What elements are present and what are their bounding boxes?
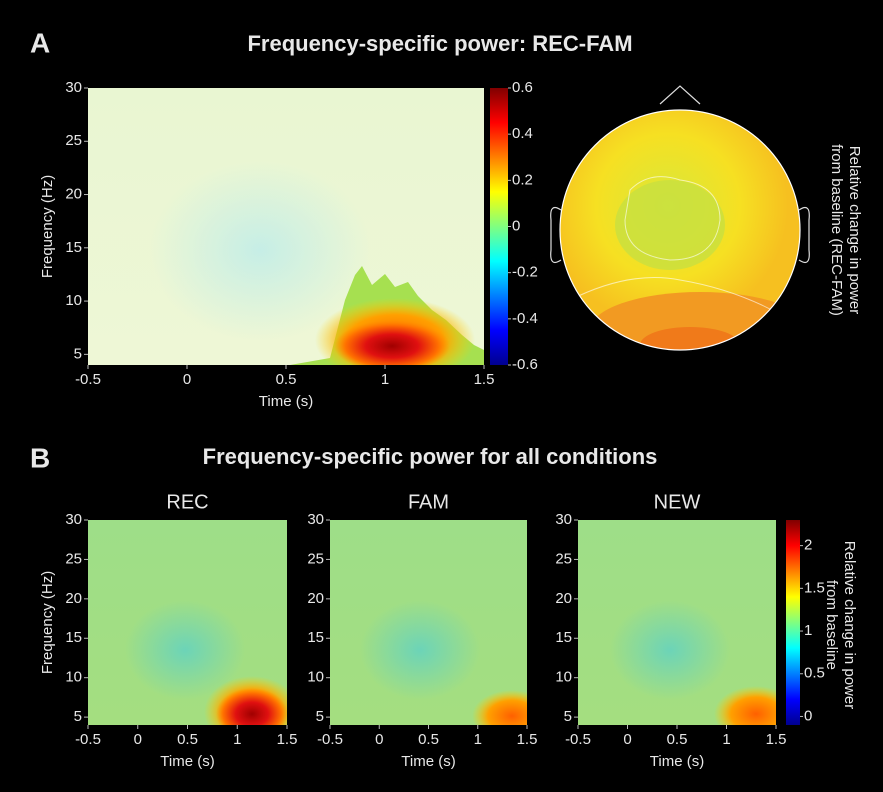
x-tick-label: 1 [381, 371, 389, 388]
y-tick-label: 10 [555, 669, 572, 686]
x-tick-label: 1.5 [517, 731, 538, 748]
colorbar-tick-label: 0.5 [804, 665, 825, 682]
y-tick-label: 10 [65, 292, 82, 309]
colorbar-tick-label: 0.2 [512, 171, 533, 188]
y-tick-label: 25 [65, 550, 82, 567]
colorbar-tick-label: -0.6 [512, 356, 538, 373]
y-tick-label: 20 [307, 590, 324, 607]
panel-title: Frequency-specific power for all conditi… [203, 444, 658, 469]
colorbar-tick-label: 1.5 [804, 579, 825, 596]
y-tick-label: 15 [555, 629, 572, 646]
x-tick-label: 1.5 [766, 731, 787, 748]
colorbar-label: Relative change in power [841, 541, 858, 709]
colorbar-tick-label: -0.4 [512, 310, 538, 327]
colorbar-label: from baseline [823, 580, 840, 670]
y-tick-label: 5 [74, 708, 82, 725]
y-tick-label: 20 [65, 590, 82, 607]
x-tick-label: 0.5 [667, 731, 688, 748]
x-tick-label: -0.5 [75, 371, 101, 388]
y-tick-label: 20 [555, 590, 572, 607]
x-tick-label: 1 [474, 731, 482, 748]
x-tick-label: 1 [233, 731, 241, 748]
colorbar-tick-label: 0.6 [512, 79, 533, 96]
y-tick-label: 20 [65, 186, 82, 203]
heatmap-image [88, 520, 287, 725]
subplot-title: FAM [408, 491, 449, 513]
y-tick-label: 15 [307, 629, 324, 646]
x-tick-label: -0.5 [317, 731, 343, 748]
y-tick-label: 30 [555, 511, 572, 528]
x-tick-label: 0 [375, 731, 383, 748]
y-tick-label: 25 [65, 132, 82, 149]
y-tick-label: 30 [65, 79, 82, 96]
x-tick-label: 0.5 [418, 731, 439, 748]
x-tick-label: 1.5 [277, 731, 298, 748]
x-axis-label: Time (s) [401, 753, 455, 770]
y-tick-label: 15 [65, 239, 82, 256]
x-tick-label: 1.5 [474, 371, 495, 388]
colorbar-tick-label: 1 [804, 622, 812, 639]
y-tick-label: 10 [307, 669, 324, 686]
heatmap-image [88, 88, 484, 365]
y-tick-label: 5 [564, 708, 572, 725]
x-tick-label: 0 [183, 371, 191, 388]
y-axis-label: Frequency (Hz) [39, 571, 56, 674]
panel-letter: A [30, 27, 50, 58]
colorbar [786, 520, 800, 725]
colorbar-label: from baseline (REC-FAM) [828, 144, 845, 316]
x-tick-label: -0.5 [565, 731, 591, 748]
y-tick-label: 25 [555, 550, 572, 567]
x-tick-label: 0.5 [177, 731, 198, 748]
x-tick-label: -0.5 [75, 731, 101, 748]
y-tick-label: 30 [65, 511, 82, 528]
y-tick-label: 10 [65, 669, 82, 686]
x-tick-label: 1 [722, 731, 730, 748]
panel-title: Frequency-specific power: REC-FAM [247, 31, 632, 56]
x-tick-label: 0 [134, 731, 142, 748]
y-tick-label: 25 [307, 550, 324, 567]
x-axis-label: Time (s) [160, 753, 214, 770]
y-axis-label: Frequency (Hz) [39, 175, 56, 278]
colorbar-tick-label: 2 [804, 537, 812, 554]
y-tick-label: 5 [316, 708, 324, 725]
colorbar-label: Relative change in power [846, 146, 863, 314]
heatmap-image [578, 520, 776, 725]
colorbar-tick-label: -0.2 [512, 264, 538, 281]
colorbar-tick-label: 0 [512, 217, 520, 234]
colorbar-tick-label: 0.4 [512, 125, 533, 142]
x-tick-label: 0.5 [276, 371, 297, 388]
panel-letter: B [30, 442, 50, 473]
x-tick-label: 0 [623, 731, 631, 748]
y-tick-label: 30 [307, 511, 324, 528]
colorbar [490, 88, 508, 365]
heatmap-image [330, 520, 527, 725]
y-tick-label: 15 [65, 629, 82, 646]
x-axis-label: Time (s) [259, 393, 313, 410]
y-tick-label: 5 [74, 345, 82, 362]
subplot-title: NEW [654, 491, 701, 513]
colorbar-tick-label: 0 [804, 707, 812, 724]
subplot-title: REC [166, 491, 208, 513]
x-axis-label: Time (s) [650, 753, 704, 770]
